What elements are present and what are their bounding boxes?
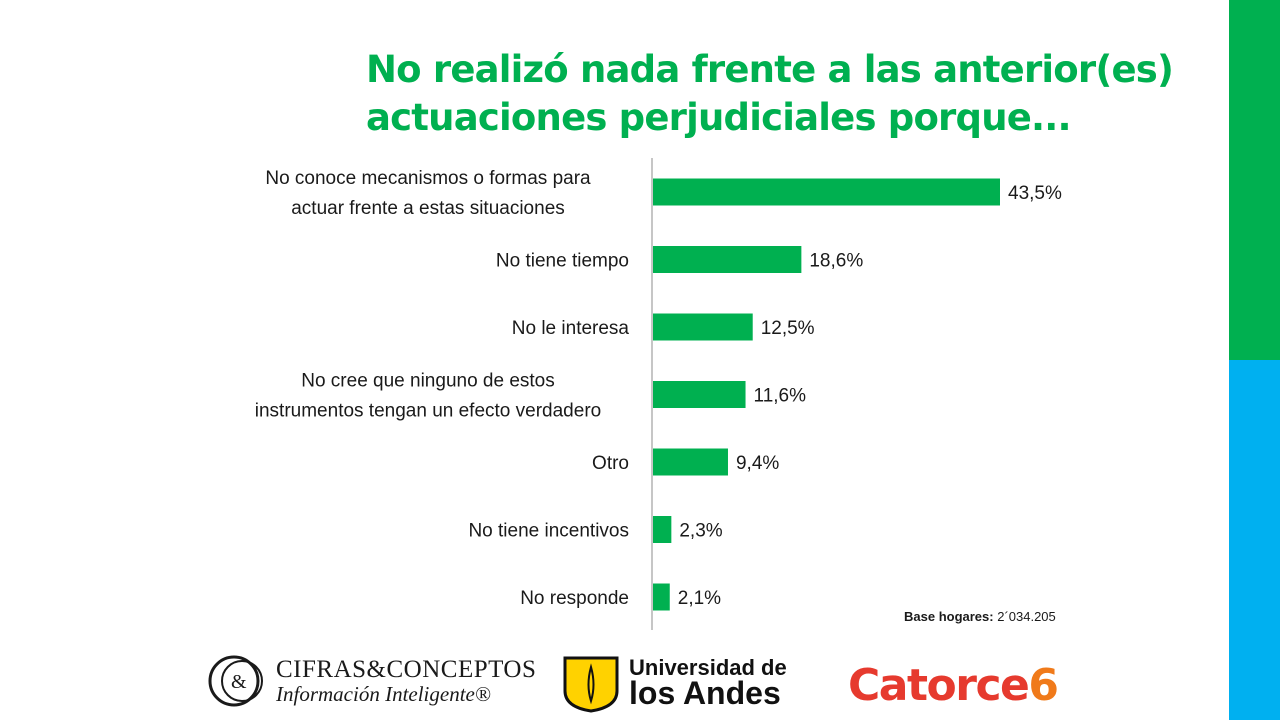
- uniandes-line-2: los Andes: [629, 675, 781, 711]
- bar-chart: 43,5% No conoce mecanismos o formas para a…: [255, 158, 1062, 630]
- category-label-2-line-1: No tiene tiempo: [496, 251, 629, 272]
- category-label-1-line-2: actuar frente a estas situaciones: [291, 198, 565, 219]
- cifras-mark-icon: &: [208, 655, 263, 707]
- category-label-6: No tiene incentivos: [468, 521, 629, 542]
- catorce6-digit: 6: [1028, 660, 1059, 711]
- chart-title-line-2: actuaciones perjudiciales porque...: [366, 96, 1072, 139]
- value-label-5: 9,4%: [736, 453, 779, 474]
- value-label-7: 2,1%: [678, 588, 721, 609]
- chart-title: No realizó nada frente a las anterior(es…: [366, 46, 1206, 142]
- bar-2: [653, 246, 802, 273]
- value-label-1: 43,5%: [1008, 183, 1062, 204]
- value-label-4: 11,6%: [754, 386, 807, 407]
- category-label-6-line-1: No tiene incentivos: [468, 521, 629, 542]
- uniandes-logo: Universidad de los Andes: [561, 655, 826, 713]
- base-note-label: Base hogares:: [904, 609, 994, 624]
- category-label-3-line-1: No le interesa: [512, 318, 630, 339]
- cifras-conceptos-logo: & CIFRAS&CONCEPTOS Información Inteligen…: [206, 654, 536, 710]
- category-label-7-line-1: No responde: [520, 588, 629, 609]
- uniandes-shield-icon: [563, 656, 619, 713]
- value-label-6: 2,3%: [679, 521, 722, 542]
- bar-6: [653, 516, 672, 543]
- bar-1: [653, 178, 1000, 206]
- category-label-5: Otro: [592, 453, 629, 474]
- value-label-3: 12,5%: [761, 318, 815, 339]
- base-note: Base hogares: 2´034.205: [904, 609, 1056, 624]
- category-label-7: No responde: [520, 588, 629, 609]
- value-label-2: 18,6%: [809, 251, 863, 272]
- category-label-2: No tiene tiempo: [496, 251, 629, 272]
- category-label-1: No conoce mecanismos o formas para actuar…: [265, 168, 591, 219]
- bar-5: [653, 448, 728, 476]
- chart-title-line-1: No realizó nada frente a las anterior(es…: [366, 48, 1174, 91]
- category-label-4-line-1: No cree que ninguno de estos: [301, 371, 555, 392]
- side-band-bottom: [1229, 360, 1280, 720]
- uniandes-line-1: Universidad de: [629, 655, 787, 680]
- category-label-5-line-1: Otro: [592, 453, 629, 474]
- bar-4: [653, 381, 746, 408]
- catorce6-logo: Catorce6: [848, 660, 1059, 711]
- category-label-3: No le interesa: [512, 318, 630, 339]
- catorce6-word: Catorce: [848, 660, 1030, 711]
- category-label-1-line-1: No conoce mecanismos o formas para: [265, 168, 591, 189]
- side-band-top: [1229, 0, 1280, 360]
- cifras-tagline: Información Inteligente®: [276, 682, 491, 706]
- category-label-4: No cree que ninguno de estos instrumentos…: [255, 371, 601, 422]
- cifras-name: CIFRAS&CONCEPTOS: [276, 656, 537, 683]
- category-label-4-line-2: instrumentos tengan un efecto verdadero: [255, 401, 601, 422]
- bar-3: [653, 313, 753, 341]
- cifras-mark-text: &: [231, 671, 247, 693]
- bar-7: [653, 583, 670, 611]
- base-note-value: 2´034.205: [997, 609, 1056, 624]
